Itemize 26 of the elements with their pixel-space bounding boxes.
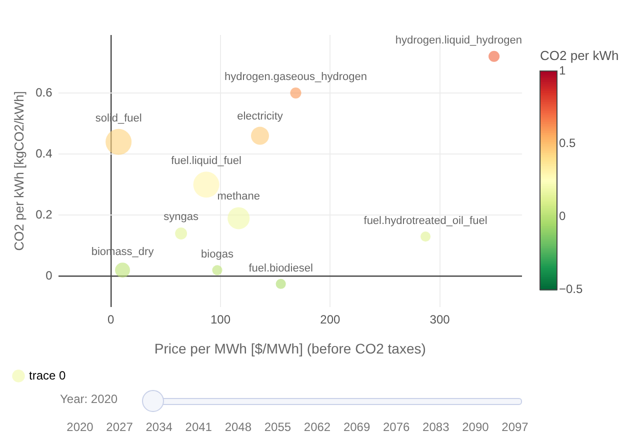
y-tick-label: 0.4 xyxy=(36,146,53,160)
y-tick-label: 0 xyxy=(46,268,53,283)
annotation: hydrogen.liquid_hydrogen xyxy=(395,34,522,46)
y-tick-label: 0.2 xyxy=(36,207,53,222)
annotation: methane xyxy=(217,190,260,203)
annotation: syngas xyxy=(164,211,199,224)
x-axis-title: Price per MWh [$/MWh] (before CO2 taxes) xyxy=(154,340,426,356)
color-bar-label: 0 xyxy=(559,209,566,224)
color-bar-label: 1 xyxy=(559,63,566,78)
year-slider: Year: 2020 2020 2027 2034 2041 2048 2055 2062 2069 2076 2083 2090 2097 xyxy=(60,392,530,436)
color-bar-label: −0.5 xyxy=(559,282,584,296)
color-bar-label: 0.5 xyxy=(559,136,576,150)
annotation: biogas xyxy=(201,248,234,261)
x-tick-label: 100 xyxy=(210,312,231,326)
color-bar-title: CO2 per kWh xyxy=(540,48,619,64)
x-tick-label: 300 xyxy=(430,312,450,326)
annotation: fuel.liquid_fuel xyxy=(171,155,242,168)
annotation: fuel.hydrotreated_oil_fuel xyxy=(364,215,488,228)
x-tick-label: 0 xyxy=(108,312,115,326)
x-tick-label: 200 xyxy=(320,312,340,326)
legend-label: trace 0 xyxy=(29,368,66,382)
y-axis-title: CO2 per kWh [kgCO2/kWh] xyxy=(11,91,26,251)
y-tick-label: 0.6 xyxy=(36,85,53,100)
annotation: electricity xyxy=(237,110,284,122)
annotation: hydrogen.gaseous_hydrogen xyxy=(224,71,367,84)
annotation: fuel.biodiesel xyxy=(248,262,313,274)
